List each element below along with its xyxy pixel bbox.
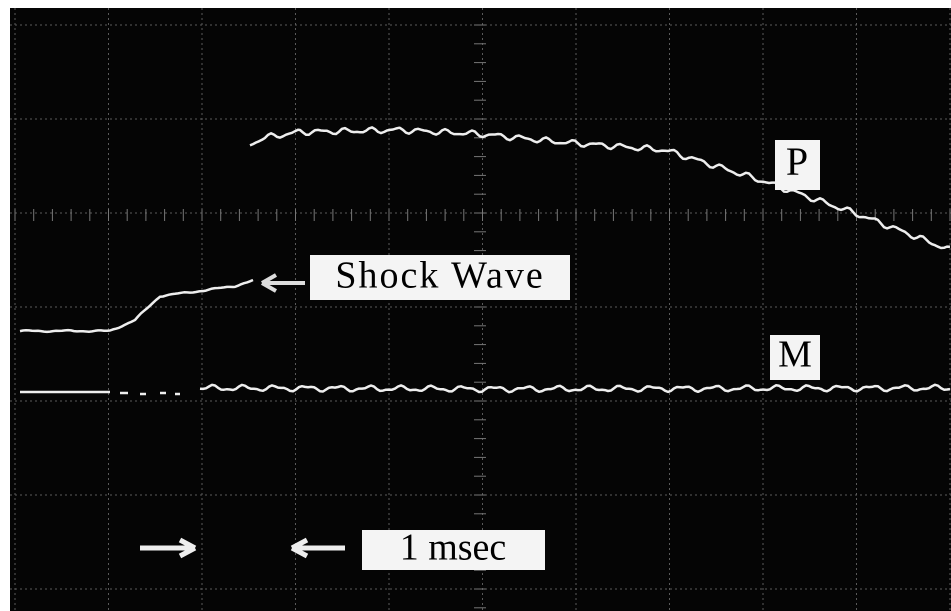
- p-label: P: [786, 139, 808, 184]
- oscilloscope-photo: P Shock Wave M 1 msec: [0, 0, 951, 611]
- screen: [10, 8, 951, 611]
- time-label: 1 msec: [400, 527, 507, 569]
- m-label: M: [778, 334, 812, 376]
- shock-label: Shock Wave: [335, 255, 544, 297]
